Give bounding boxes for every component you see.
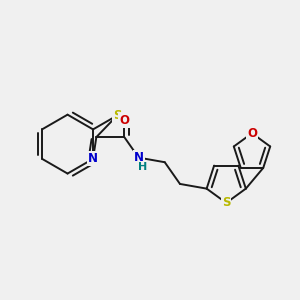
Text: H: H — [138, 162, 147, 172]
Text: N: N — [88, 152, 98, 165]
Text: O: O — [247, 127, 257, 140]
Text: S: S — [222, 196, 230, 209]
Text: N: N — [134, 151, 144, 164]
Text: O: O — [119, 114, 129, 128]
Text: S: S — [113, 109, 122, 122]
